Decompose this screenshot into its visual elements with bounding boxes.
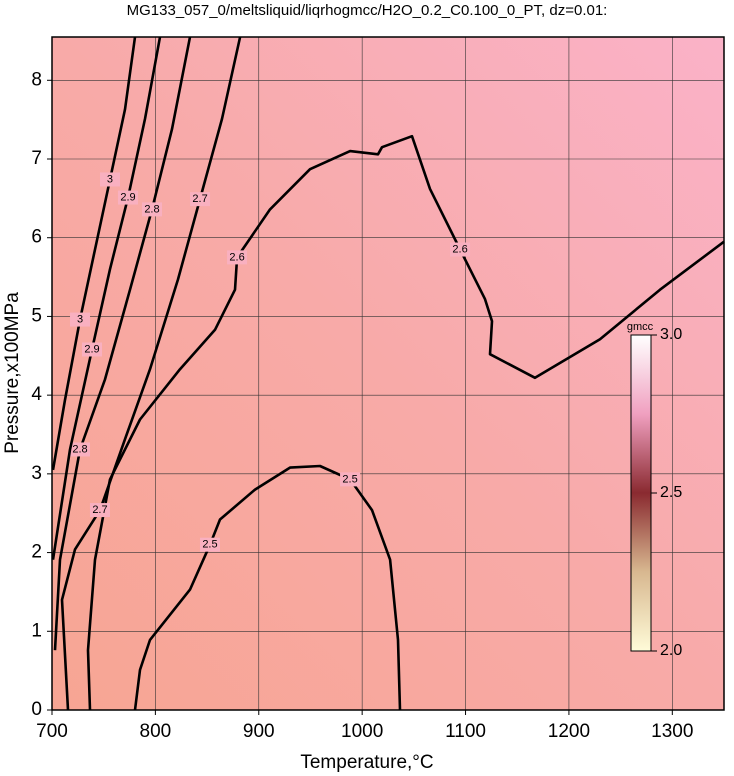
x-tick-label: 1100 xyxy=(445,721,486,742)
contour-label-bg xyxy=(190,192,211,207)
contour-label: 2.5 xyxy=(202,539,217,551)
colorbar-tick-label: 2.0 xyxy=(660,642,682,659)
contour-label: 2.9 xyxy=(120,191,135,203)
contour-line xyxy=(60,36,242,711)
contour-label-bg xyxy=(340,472,361,487)
x-tick-label: 1200 xyxy=(548,721,590,742)
contour-label: 2.8 xyxy=(144,203,159,215)
contour-label-bg xyxy=(70,312,91,327)
contour-label-bg xyxy=(89,503,110,518)
chart-title: MG133_057_0/meltsliquid/liqrhogmcc/H2O_0… xyxy=(127,2,608,19)
x-tick-label: 800 xyxy=(140,721,172,742)
contour-label-bg xyxy=(227,250,248,265)
y-tick-label: 0 xyxy=(31,699,42,720)
contour-label-bg xyxy=(117,190,138,205)
contour-label: 2.9 xyxy=(84,343,99,355)
y-tick-label: 8 xyxy=(31,69,42,90)
x-axis-label: Temperature,°C xyxy=(300,752,433,773)
contour-label-bg xyxy=(199,537,220,552)
y-tick-label: 6 xyxy=(31,227,42,248)
contour-label-bg xyxy=(70,442,91,457)
x-tick-label: 1300 xyxy=(651,721,693,742)
y-tick-label: 3 xyxy=(31,463,42,484)
contour-line xyxy=(86,134,725,711)
x-tick-label: 700 xyxy=(36,721,68,742)
y-tick-label: 7 xyxy=(31,148,42,169)
y-tick-label: 2 xyxy=(31,542,42,563)
contour-label: 3 xyxy=(77,313,83,325)
contour-label: 2.7 xyxy=(92,504,107,516)
y-axis-label: Pressure,x100MPa xyxy=(2,292,23,454)
contour-line xyxy=(51,36,137,471)
x-tick-label: 900 xyxy=(243,721,275,742)
contour-line xyxy=(51,36,162,560)
contour-label-bg xyxy=(99,172,120,187)
contour-label-bg xyxy=(450,242,471,257)
contour-label-bg xyxy=(141,202,162,217)
contour-label: 2.7 xyxy=(192,193,207,205)
contour-label-bg xyxy=(82,342,103,357)
y-tick-label: 5 xyxy=(31,305,42,326)
x-tick-label: 1000 xyxy=(341,721,383,742)
colorbar xyxy=(630,334,652,652)
plot-area: 2.5 2.5 2.6 2.6 2.7 2.7 2.8 2.8 2.9 2.9 3 3 xyxy=(51,36,725,711)
contour-line xyxy=(133,464,402,711)
contour-line xyxy=(53,36,192,651)
contour-label: 2.5 xyxy=(342,473,357,485)
contour-label: 2.8 xyxy=(72,443,87,455)
plot-frame xyxy=(51,36,725,711)
y-tick-label: 1 xyxy=(31,620,42,641)
colorbar-tick-label: 2.5 xyxy=(660,484,682,501)
plot-background xyxy=(52,37,724,710)
colorbar-label: gmcc xyxy=(627,321,654,333)
y-tick-label: 4 xyxy=(31,384,42,405)
contour-label: 2.6 xyxy=(452,243,467,255)
contour-label: 2.6 xyxy=(229,251,244,263)
contour-label: 3 xyxy=(107,173,113,185)
colorbar-tick-label: 3.0 xyxy=(660,326,682,343)
